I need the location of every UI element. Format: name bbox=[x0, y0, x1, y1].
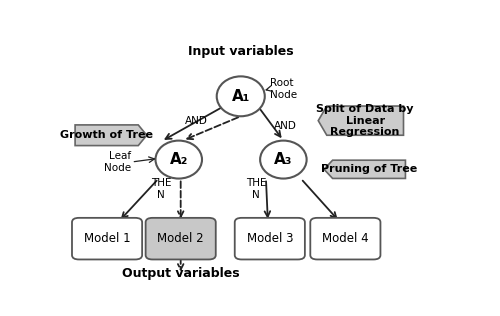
Text: THE
N: THE N bbox=[246, 179, 266, 200]
Ellipse shape bbox=[156, 141, 202, 179]
Text: Leaf
Node: Leaf Node bbox=[104, 151, 132, 173]
Text: Growth of Tree: Growth of Tree bbox=[60, 130, 153, 140]
Ellipse shape bbox=[260, 141, 306, 179]
FancyBboxPatch shape bbox=[310, 218, 380, 259]
FancyBboxPatch shape bbox=[234, 218, 305, 259]
Text: A₁: A₁ bbox=[232, 89, 250, 104]
Text: AND: AND bbox=[185, 116, 208, 126]
Text: Root
Node: Root Node bbox=[270, 78, 297, 100]
Text: Model 3: Model 3 bbox=[246, 232, 293, 245]
FancyBboxPatch shape bbox=[72, 218, 142, 259]
Text: A₂: A₂ bbox=[170, 152, 188, 167]
Polygon shape bbox=[324, 160, 406, 179]
Text: A₃: A₃ bbox=[274, 152, 292, 167]
FancyBboxPatch shape bbox=[146, 218, 216, 259]
Text: Model 4: Model 4 bbox=[322, 232, 368, 245]
Polygon shape bbox=[318, 106, 404, 135]
Text: Model 1: Model 1 bbox=[84, 232, 130, 245]
Ellipse shape bbox=[216, 76, 265, 116]
Polygon shape bbox=[75, 125, 147, 146]
Text: Model 2: Model 2 bbox=[158, 232, 204, 245]
Text: AND: AND bbox=[274, 120, 297, 131]
Text: Pruning of Tree: Pruning of Tree bbox=[321, 164, 417, 174]
Text: THE
N: THE N bbox=[151, 179, 172, 200]
Text: Split of Data by
Linear
Regression: Split of Data by Linear Regression bbox=[316, 104, 414, 137]
Text: Output variables: Output variables bbox=[122, 267, 240, 280]
Text: Input variables: Input variables bbox=[188, 45, 294, 58]
